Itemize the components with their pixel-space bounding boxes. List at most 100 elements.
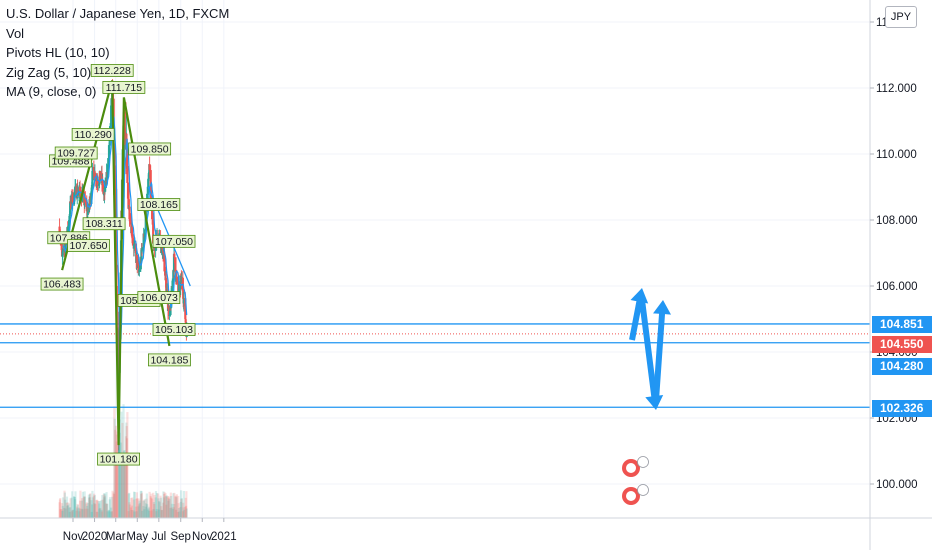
- volume-bar: [86, 503, 89, 518]
- volume-bar: [114, 425, 118, 518]
- volume-bar: [85, 503, 88, 518]
- volume-bar: [160, 506, 163, 518]
- volume-bar: [184, 505, 188, 518]
- volume-bar: [145, 498, 148, 518]
- volume-bar: [158, 502, 161, 518]
- volume-bar: [118, 432, 121, 518]
- volume-bar: [90, 500, 93, 518]
- volume-bar: [179, 507, 182, 518]
- price-tag-102326: 102.326: [872, 400, 932, 417]
- candle-body: [149, 170, 152, 188]
- pivot-label-3: 109.727: [57, 148, 95, 160]
- volume-bar: [106, 503, 109, 518]
- volume-bar: [112, 493, 116, 518]
- volume-bar: [182, 490, 186, 518]
- volume-bar: [58, 502, 61, 518]
- volume-bar: [147, 508, 150, 518]
- volume-bar: [111, 490, 114, 518]
- volume-bar: [65, 496, 69, 518]
- price-tick-label: 112.000: [876, 83, 917, 95]
- pivot-label-13: 106.073: [140, 292, 178, 304]
- volume-bar: [157, 498, 160, 518]
- volume-bar: [150, 493, 153, 518]
- pivot-label-5: 110.290: [75, 129, 112, 141]
- volume-bar: [138, 502, 141, 518]
- volume-bar: [148, 510, 151, 518]
- candle-body: [131, 236, 134, 239]
- volume-bar: [127, 493, 130, 518]
- volume-bar: [142, 506, 145, 518]
- volume-bar: [153, 504, 156, 518]
- volume-bar: [157, 509, 160, 518]
- volume-bar: [90, 504, 94, 518]
- time-tick-label: Nov: [192, 531, 213, 543]
- candle-body: [138, 269, 141, 271]
- candle-body: [184, 298, 187, 320]
- indicator-zigzag[interactable]: Zig Zag (5, 10): [6, 64, 92, 80]
- event-icon-1: [622, 456, 649, 477]
- volume-bar: [118, 424, 121, 518]
- event-icon-1-badge: [637, 456, 649, 468]
- volume-bar: [162, 491, 165, 518]
- pivot-label-box-13: [137, 291, 181, 304]
- volume-bar: [130, 509, 133, 518]
- volume-bar: [95, 499, 99, 518]
- forecast-arrows: [629, 288, 672, 410]
- volume-bar: [81, 498, 84, 518]
- pivot-label-14: 104.185: [150, 354, 188, 366]
- volume-bar: [125, 438, 129, 518]
- volume-bar: [66, 502, 69, 518]
- pivot-label-box-12: [137, 198, 181, 211]
- time-tick-label: 2021: [211, 531, 237, 543]
- volume-bar: [179, 490, 183, 518]
- volume-bar: [143, 509, 146, 518]
- volume-bar: [116, 431, 119, 518]
- pivot-label-box-6: [82, 217, 126, 231]
- volume-bar: [63, 507, 66, 518]
- volume-bar: [76, 504, 80, 518]
- volume-bar: [145, 493, 148, 518]
- volume-bar: [80, 500, 83, 518]
- volume-bar: [120, 462, 123, 518]
- volume-bar: [104, 493, 107, 518]
- candle-body: [127, 182, 130, 209]
- volume-bar: [174, 495, 177, 518]
- volume-bar: [177, 503, 180, 518]
- volume-bar: [165, 504, 168, 518]
- volume-bar: [101, 499, 104, 518]
- volume-bar: [68, 507, 71, 518]
- pivot-label-box-16: [152, 323, 196, 337]
- volume-bar: [110, 511, 113, 518]
- candle-body: [91, 170, 94, 187]
- volume-bar: [108, 497, 112, 518]
- volume-bar: [184, 497, 187, 518]
- volume-bar: [102, 494, 105, 518]
- price-tick-label: 100.000: [876, 479, 918, 491]
- currency-badge[interactable]: JPY: [885, 6, 917, 28]
- event-icons: [622, 456, 649, 505]
- volume-bar: [138, 500, 141, 518]
- volume-bar: [71, 509, 75, 518]
- volume-bar: [105, 492, 108, 518]
- volume-bar: [86, 505, 89, 518]
- volume-bar: [83, 496, 86, 518]
- volume-bar: [107, 509, 111, 518]
- volume-bar: [88, 497, 91, 518]
- indicator-ma[interactable]: MA (9, close, 0): [6, 84, 97, 99]
- symbol-title[interactable]: U.S. Dollar / Japanese Yen, 1D, FXCM: [6, 6, 230, 21]
- volume-bar: [128, 492, 131, 518]
- volume-bar: [108, 511, 111, 518]
- pivot-label-box-15: [152, 234, 196, 248]
- pivot-label-box-11: [128, 142, 172, 156]
- volume-bar: [160, 509, 164, 518]
- volume-bar: [140, 490, 143, 518]
- volume-bar: [81, 509, 84, 518]
- volume-bar: [150, 510, 153, 518]
- volume-bar: [168, 499, 171, 518]
- pivot-label-12: 108.165: [140, 199, 178, 211]
- candle-body: [113, 165, 117, 189]
- candle-body: [78, 186, 82, 192]
- indicator-pivots[interactable]: Pivots HL (10, 10): [6, 45, 110, 60]
- volume-bar: [98, 508, 101, 518]
- indicator-vol[interactable]: Vol: [6, 25, 25, 41]
